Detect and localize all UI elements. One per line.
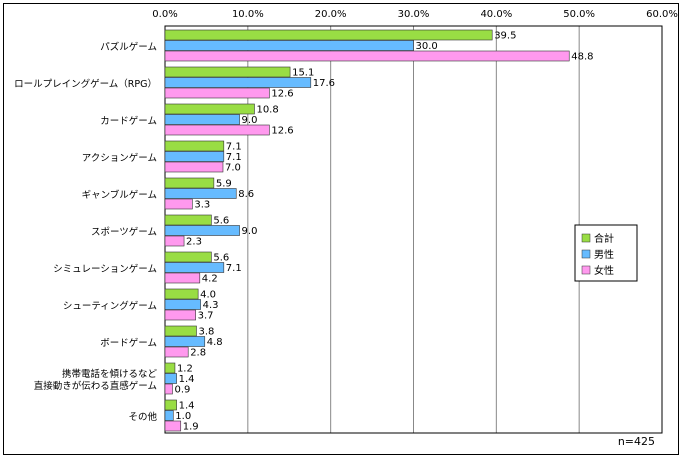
data-label: 3.7 — [198, 311, 214, 322]
bar — [164, 177, 215, 189]
bar — [164, 309, 196, 321]
bar — [164, 40, 414, 51]
category-label: その他 — [128, 411, 157, 423]
category-label: スポーツゲーム — [91, 226, 157, 238]
category-label: 直接動きが伝わる直感ゲーム — [34, 380, 157, 392]
data-label: 12.6 — [271, 89, 293, 100]
bar — [164, 336, 206, 347]
data-label: 12.6 — [271, 126, 293, 137]
bar — [164, 66, 291, 78]
data-label: 48.8 — [571, 52, 593, 63]
legend-label: 合計 — [594, 232, 614, 245]
bar — [164, 251, 212, 263]
bar — [164, 399, 177, 411]
bar — [164, 299, 201, 310]
bar — [164, 272, 201, 284]
bar — [164, 114, 240, 125]
category-label: シューティングゲーム — [63, 300, 157, 312]
bar — [164, 50, 570, 62]
data-label: 1.9 — [183, 422, 199, 433]
data-label: 1.4 — [179, 401, 195, 412]
data-label: 10.8 — [256, 105, 278, 116]
data-label: 7.1 — [226, 152, 242, 163]
data-label: 7.1 — [226, 142, 242, 153]
bar — [164, 346, 189, 358]
legend-label: 男性 — [594, 248, 614, 261]
data-label: 5.6 — [213, 216, 229, 227]
data-label: 8.6 — [238, 189, 254, 200]
bar — [164, 77, 312, 88]
category-label: 携帯電話を傾けるなど — [62, 368, 158, 380]
bar — [164, 325, 197, 337]
bar — [164, 288, 199, 300]
data-label: 9.0 — [242, 226, 258, 237]
bar — [164, 262, 225, 273]
data-label: 1.0 — [175, 411, 191, 422]
category-label: アクションゲーム — [82, 152, 157, 164]
data-label: 2.3 — [186, 237, 202, 248]
x-tick-label: 20.0% — [315, 9, 347, 20]
data-label: 17.6 — [313, 78, 335, 89]
category-label: ロールプレイングゲーム（RPG） — [14, 78, 157, 90]
data-label: 9.0 — [242, 115, 258, 126]
x-tick-label: 30.0% — [398, 9, 430, 20]
legend-swatch — [581, 233, 591, 243]
category-label: パズルゲーム — [100, 41, 157, 53]
data-label: 30.0 — [416, 41, 438, 52]
category-label: ボードゲーム — [100, 337, 157, 349]
bar — [164, 87, 270, 99]
data-label: 5.6 — [213, 253, 229, 264]
bar — [164, 410, 174, 421]
bar — [164, 225, 240, 236]
x-tick-label: 0.0% — [152, 9, 177, 20]
bar — [164, 103, 255, 115]
bar — [164, 151, 225, 162]
data-label: 1.4 — [179, 374, 195, 385]
bar — [164, 188, 237, 199]
sample-size-note: n=425 — [618, 435, 655, 448]
category-label: カードゲーム — [100, 115, 157, 127]
data-label: 0.9 — [174, 385, 190, 396]
bar — [164, 140, 225, 152]
bar — [164, 362, 176, 374]
bar — [164, 373, 177, 384]
data-label: 2.8 — [190, 348, 206, 359]
bar — [164, 235, 185, 247]
data-label: 39.5 — [494, 31, 516, 42]
data-label: 3.3 — [194, 200, 210, 211]
data-label: 4.0 — [200, 290, 216, 301]
data-label: 7.1 — [226, 263, 242, 274]
x-tick-label: 10.0% — [232, 9, 264, 20]
legend-label: 女性 — [594, 264, 614, 277]
x-tick-label: 60.0% — [646, 9, 678, 20]
legend-swatch — [581, 249, 591, 259]
x-tick-label: 40.0% — [480, 9, 512, 20]
x-tick-label: 50.0% — [563, 9, 595, 20]
category-label: ギャンブルゲーム — [82, 189, 157, 201]
data-label: 5.9 — [216, 179, 232, 190]
data-label: 3.8 — [198, 327, 214, 338]
data-label: 4.3 — [203, 300, 219, 311]
data-label: 4.2 — [202, 274, 218, 285]
bar — [164, 198, 193, 210]
data-label: 15.1 — [292, 68, 314, 79]
bar — [164, 161, 224, 173]
data-label: 7.0 — [225, 163, 241, 174]
bar — [164, 124, 270, 136]
legend-swatch — [581, 265, 591, 275]
bar — [164, 420, 182, 432]
bar — [164, 214, 212, 226]
data-label: 1.2 — [177, 364, 193, 375]
data-label: 4.8 — [207, 337, 223, 348]
bar — [164, 29, 493, 41]
bar — [164, 383, 173, 395]
category-label: シミュレーションゲーム — [53, 263, 157, 275]
